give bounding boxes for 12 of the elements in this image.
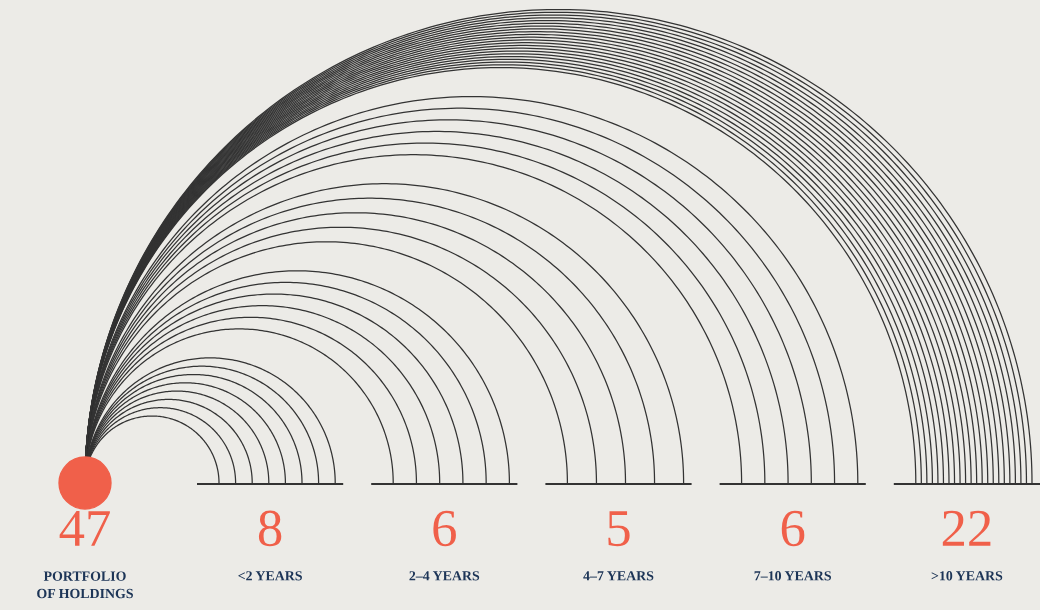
category-label: 4–7 YEARS <box>583 571 654 581</box>
data-label: 6 <box>433 510 456 547</box>
category-label: 2–4 YEARS <box>409 571 480 581</box>
category-label: >10 YEARS <box>931 571 1003 581</box>
text: 47 <box>59 510 110 546</box>
category-label: <2 YEARS <box>238 571 302 581</box>
data-label: 22 <box>942 510 991 546</box>
data-label: 8 <box>258 510 282 547</box>
category-label: 7–10 YEARS <box>754 571 832 581</box>
data-label: 6 <box>781 510 805 547</box>
text: PORTFOLIO OF HOLDINGS <box>37 571 133 599</box>
data-label: 5 <box>608 511 630 547</box>
